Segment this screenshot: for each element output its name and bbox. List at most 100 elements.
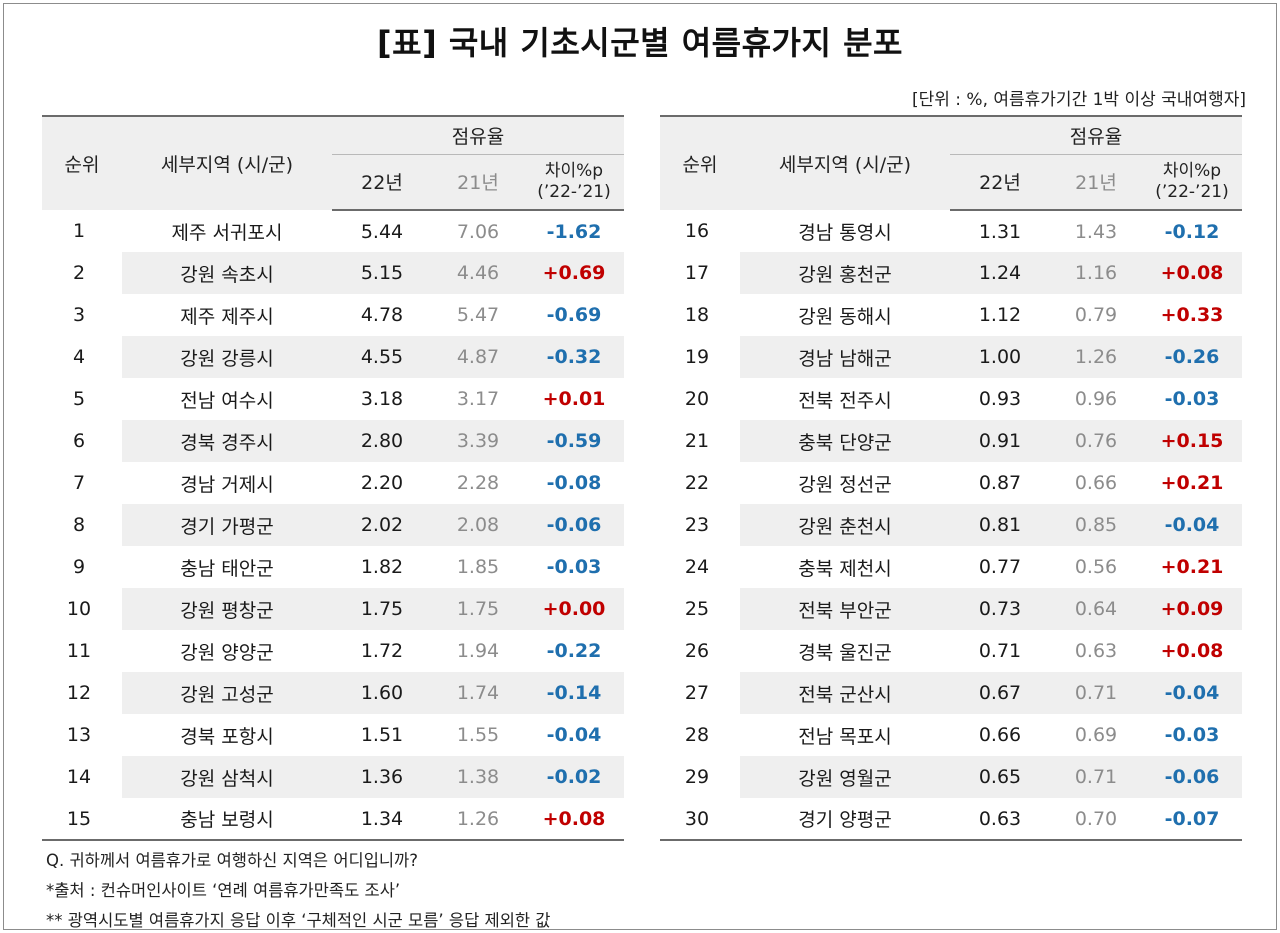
rank-cell: 2 xyxy=(42,252,122,294)
table-row: 7 경남 거제시 2.20 2.28 -0.08 xyxy=(42,462,624,504)
rank-cell: 1 xyxy=(42,210,122,252)
diff-cell: -0.22 xyxy=(524,630,624,672)
region-cell: 강원 정선군 xyxy=(740,462,950,504)
header-year-21: 21년 xyxy=(432,154,524,211)
table-row: 10 강원 평창군 1.75 1.75 +0.00 xyxy=(42,588,624,630)
table-row: 25 전북 부안군 0.73 0.64 +0.09 xyxy=(660,588,1242,630)
share-22-cell: 1.24 xyxy=(950,252,1050,294)
share-21-cell: 0.70 xyxy=(1050,798,1142,841)
share-22-cell: 1.72 xyxy=(332,630,432,672)
table-row: 14 강원 삼척시 1.36 1.38 -0.02 xyxy=(42,756,624,798)
share-22-cell: 0.93 xyxy=(950,378,1050,420)
table-row: 19 경남 남해군 1.00 1.26 -0.26 xyxy=(660,336,1242,378)
share-21-cell: 0.66 xyxy=(1050,462,1142,504)
region-cell: 강원 속초시 xyxy=(122,252,332,294)
region-cell: 전남 여수시 xyxy=(122,378,332,420)
share-22-cell: 0.63 xyxy=(950,798,1050,841)
region-cell: 경남 통영시 xyxy=(740,210,950,252)
diff-cell: +0.08 xyxy=(1142,630,1242,672)
share-21-cell: 1.94 xyxy=(432,630,524,672)
share-22-cell: 2.80 xyxy=(332,420,432,462)
table-row: 12 강원 고성군 1.60 1.74 -0.14 xyxy=(42,672,624,714)
table-row: 24 충북 제천시 0.77 0.56 +0.21 xyxy=(660,546,1242,588)
diff-cell: -0.03 xyxy=(524,546,624,588)
table-row: 16 경남 통영시 1.31 1.43 -0.12 xyxy=(660,210,1242,252)
header-rank: 순위 xyxy=(42,115,122,210)
table-row: 20 전북 전주시 0.93 0.96 -0.03 xyxy=(660,378,1242,420)
share-21-cell: 0.71 xyxy=(1050,672,1142,714)
diff-cell: +0.15 xyxy=(1142,420,1242,462)
diff-cell: +0.21 xyxy=(1142,546,1242,588)
share-21-cell: 3.17 xyxy=(432,378,524,420)
diff-cell: +0.33 xyxy=(1142,294,1242,336)
share-22-cell: 0.77 xyxy=(950,546,1050,588)
diff-cell: +0.01 xyxy=(524,378,624,420)
region-cell: 강원 삼척시 xyxy=(122,756,332,798)
share-22-cell: 1.12 xyxy=(950,294,1050,336)
table-row: 26 경북 울진군 0.71 0.63 +0.08 xyxy=(660,630,1242,672)
table-row: 17 강원 홍천군 1.24 1.16 +0.08 xyxy=(660,252,1242,294)
unit-note: [단위 : %, 여름휴가기간 1박 이상 국내여행자] xyxy=(911,90,1246,110)
footnotes: Q. 귀하께서 여름휴가로 여행하신 지역은 어디입니까? *출처 : 컨슈머인… xyxy=(46,846,550,933)
share-22-cell: 0.67 xyxy=(950,672,1050,714)
page-title: [표] 국내 기초시군별 여름휴가지 분포 xyxy=(377,24,903,62)
share-22-cell: 0.87 xyxy=(950,462,1050,504)
table-row: 22 강원 정선군 0.87 0.66 +0.21 xyxy=(660,462,1242,504)
diff-cell: -0.06 xyxy=(524,504,624,546)
diff-cell: -0.69 xyxy=(524,294,624,336)
share-21-cell: 0.76 xyxy=(1050,420,1142,462)
rank-cell: 9 xyxy=(42,546,122,588)
share-21-cell: 7.06 xyxy=(432,210,524,252)
rank-cell: 6 xyxy=(42,420,122,462)
table-row: 15 충남 보령시 1.34 1.26 +0.08 xyxy=(42,798,624,841)
share-21-cell: 1.26 xyxy=(1050,336,1142,378)
share-21-cell: 0.71 xyxy=(1050,756,1142,798)
table-row: 23 강원 춘천시 0.81 0.85 -0.04 xyxy=(660,504,1242,546)
share-22-cell: 1.31 xyxy=(950,210,1050,252)
rank-cell: 29 xyxy=(660,756,740,798)
rank-cell: 11 xyxy=(42,630,122,672)
footnote-question: Q. 귀하께서 여름휴가로 여행하신 지역은 어디입니까? xyxy=(46,851,418,870)
table-row: 9 충남 태안군 1.82 1.85 -0.03 xyxy=(42,546,624,588)
region-cell: 강원 홍천군 xyxy=(740,252,950,294)
region-cell: 경남 거제시 xyxy=(122,462,332,504)
region-cell: 경북 경주시 xyxy=(122,420,332,462)
diff-cell: -0.07 xyxy=(1142,798,1242,841)
share-21-cell: 2.08 xyxy=(432,504,524,546)
rank-cell: 21 xyxy=(660,420,740,462)
share-22-cell: 1.00 xyxy=(950,336,1050,378)
header-diff-line2: (’22-’21) xyxy=(537,181,611,202)
footnote-exclusion: ** 광역시도별 여름휴가지 응답 이후 ‘구체적인 시군 모름’ 응답 제외한… xyxy=(46,911,551,930)
share-21-cell: 0.69 xyxy=(1050,714,1142,756)
share-22-cell: 1.60 xyxy=(332,672,432,714)
diff-cell: -0.06 xyxy=(1142,756,1242,798)
figure-frame xyxy=(3,3,1277,930)
share-22-cell: 1.36 xyxy=(332,756,432,798)
rank-cell: 14 xyxy=(42,756,122,798)
table-row: 28 전남 목포시 0.66 0.69 -0.03 xyxy=(660,714,1242,756)
table-row: 30 경기 양평군 0.63 0.70 -0.07 xyxy=(660,798,1242,841)
region-cell: 경남 남해군 xyxy=(740,336,950,378)
diff-cell: -0.14 xyxy=(524,672,624,714)
share-22-cell: 0.81 xyxy=(950,504,1050,546)
header-diff: 차이%p (’22-’21) xyxy=(1142,154,1242,211)
diff-cell: -0.04 xyxy=(524,714,624,756)
diff-cell: -0.12 xyxy=(1142,210,1242,252)
share-22-cell: 0.71 xyxy=(950,630,1050,672)
rank-cell: 19 xyxy=(660,336,740,378)
rank-cell: 10 xyxy=(42,588,122,630)
rank-cell: 27 xyxy=(660,672,740,714)
diff-cell: -1.62 xyxy=(524,210,624,252)
region-cell: 충남 보령시 xyxy=(122,798,332,841)
rank-cell: 30 xyxy=(660,798,740,841)
share-21-cell: 0.56 xyxy=(1050,546,1142,588)
table-row: 21 충북 단양군 0.91 0.76 +0.15 xyxy=(660,420,1242,462)
rank-cell: 15 xyxy=(42,798,122,841)
ranking-table-left: 순위 세부지역 (시/군) 점유율 22년 21년 차이%p (’22-’21)… xyxy=(42,115,624,841)
header-diff-line2: (’22-’21) xyxy=(1155,181,1229,202)
share-22-cell: 0.65 xyxy=(950,756,1050,798)
region-cell: 강원 평창군 xyxy=(122,588,332,630)
table-row: 1 제주 서귀포시 5.44 7.06 -1.62 xyxy=(42,210,624,252)
region-cell: 제주 서귀포시 xyxy=(122,210,332,252)
share-21-cell: 0.96 xyxy=(1050,378,1142,420)
